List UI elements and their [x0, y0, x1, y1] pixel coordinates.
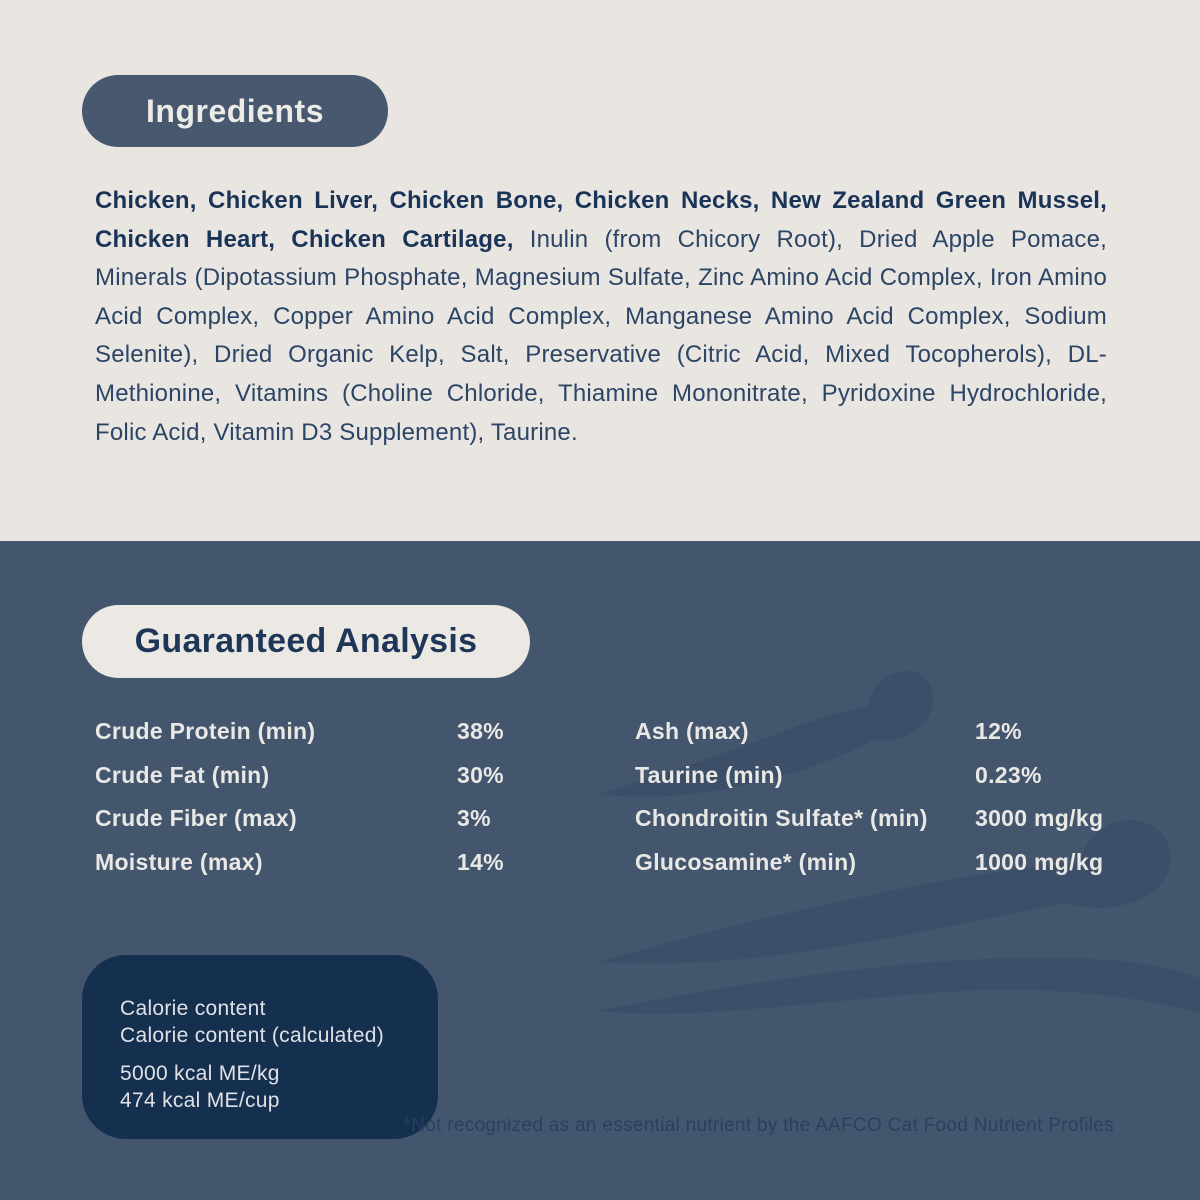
analysis-row: Chondroitin Sulfate* (min) 3000 mg/kg [635, 797, 1155, 841]
nutrient-value: 30% [457, 761, 504, 788]
nutrient-label: Crude Protein (min) [95, 718, 316, 745]
nutrient-value: 1000 mg/kg [975, 848, 1104, 875]
ingredients-primary-list: Chicken, Chicken Liver, Chicken Bone, Ch… [95, 187, 1107, 253]
nutrient-label: Chondroitin Sulfate* (min) [635, 805, 928, 832]
analysis-row: Crude Fiber (max) 3% [95, 797, 595, 841]
nutrient-value: 0.23% [975, 761, 1042, 788]
ingredients-section: Ingredients Chicken, Chicken Liver, Chic… [0, 0, 1200, 541]
calorie-content-label: Calorie content [120, 997, 266, 1020]
nutrient-value: 12% [975, 718, 1022, 745]
analysis-row: Ash (max) 12% [635, 710, 1155, 754]
guaranteed-analysis-section: Guaranteed Analysis Crude Protein (min) … [0, 541, 1200, 1200]
analysis-row: Taurine (min) 0.23% [635, 754, 1155, 798]
analysis-row: Moisture (max) 14% [95, 841, 595, 885]
nutrient-value: 38% [457, 718, 504, 745]
ingredients-header-pill: Ingredients [82, 75, 388, 147]
ingredients-secondary-list: Inulin (from Chicory Root), Dried Apple … [95, 225, 1107, 446]
calorie-kcal-per-cup: 474 kcal ME/cup [120, 1089, 280, 1112]
guaranteed-analysis-title: Guaranteed Analysis [134, 622, 478, 660]
analysis-column-right: Ash (max) 12% Taurine (min) 0.23% Chondr… [635, 710, 1155, 884]
ingredients-title: Ingredients [146, 92, 324, 129]
calorie-kcal-per-kg: 5000 kcal ME/kg [120, 1062, 280, 1085]
nutrient-label: Glucosamine* (min) [635, 848, 857, 875]
wave-swirl-decoration-icon [598, 670, 1200, 1014]
analysis-column-left: Crude Protein (min) 38% Crude Fat (min) … [95, 710, 595, 884]
nutrient-label: Taurine (min) [635, 761, 783, 788]
analysis-row: Crude Fat (min) 30% [95, 754, 595, 798]
nutrient-value: 14% [457, 848, 504, 875]
calorie-content-calculated-label: Calorie content (calculated) [120, 1024, 385, 1047]
analysis-row: Crude Protein (min) 38% [95, 710, 595, 754]
guaranteed-analysis-header-pill: Guaranteed Analysis [82, 605, 530, 678]
nutrient-value: 3000 mg/kg [975, 805, 1104, 832]
nutrient-label: Moisture (max) [95, 848, 263, 875]
nutrient-label: Crude Fiber (max) [95, 805, 297, 832]
calorie-content-box: Calorie content Calorie content (calcula… [82, 955, 438, 1139]
analysis-row: Glucosamine* (min) 1000 mg/kg [635, 841, 1155, 885]
aafco-footnote: *Not recognized as an essential nutrient… [403, 1115, 1114, 1136]
nutrient-label: Ash (max) [635, 718, 749, 745]
ingredients-paragraph: Chicken, Chicken Liver, Chicken Bone, Ch… [95, 182, 1107, 452]
nutrient-label: Crude Fat (min) [95, 761, 270, 788]
nutrient-value: 3% [457, 805, 491, 832]
